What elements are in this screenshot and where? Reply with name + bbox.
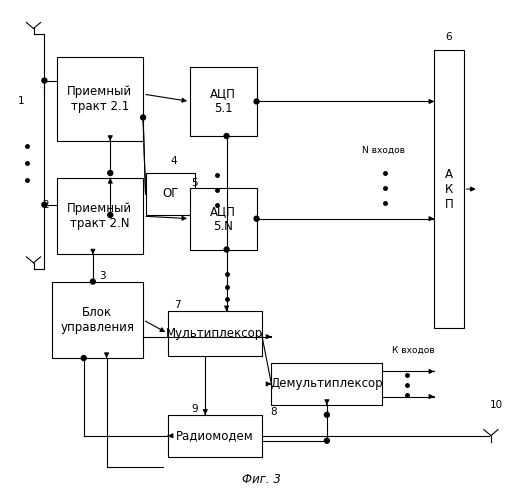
- Text: Приемный
тракт 2.N: Приемный тракт 2.N: [67, 202, 132, 230]
- FancyBboxPatch shape: [190, 188, 257, 250]
- Text: К входов: К входов: [392, 346, 435, 355]
- Text: 6: 6: [446, 32, 452, 42]
- Text: N входов: N входов: [361, 146, 405, 155]
- Text: 8: 8: [270, 407, 277, 417]
- Text: Приемный
тракт 2.1: Приемный тракт 2.1: [67, 85, 132, 113]
- FancyBboxPatch shape: [56, 57, 143, 141]
- Circle shape: [108, 213, 113, 218]
- Text: Фиг. 3: Фиг. 3: [242, 474, 281, 487]
- FancyBboxPatch shape: [168, 311, 262, 356]
- FancyBboxPatch shape: [56, 178, 143, 254]
- Text: 4: 4: [170, 156, 177, 166]
- Circle shape: [90, 279, 95, 284]
- Text: 3: 3: [99, 270, 106, 280]
- FancyBboxPatch shape: [52, 281, 143, 358]
- Text: Блок
управления: Блок управления: [61, 306, 134, 334]
- Circle shape: [324, 438, 329, 443]
- FancyBboxPatch shape: [145, 173, 195, 215]
- FancyBboxPatch shape: [271, 363, 382, 405]
- Circle shape: [224, 134, 229, 139]
- Circle shape: [108, 171, 113, 176]
- FancyBboxPatch shape: [168, 415, 262, 457]
- Circle shape: [81, 356, 86, 360]
- Text: 7: 7: [174, 300, 180, 310]
- Text: А
К
П: А К П: [445, 168, 453, 211]
- Circle shape: [254, 99, 259, 104]
- Circle shape: [141, 115, 145, 120]
- Text: ОГ: ОГ: [162, 188, 178, 201]
- Circle shape: [42, 202, 47, 207]
- Text: 9: 9: [191, 404, 198, 414]
- Text: 1: 1: [17, 96, 24, 106]
- Text: 2: 2: [43, 200, 49, 210]
- Text: АЦП
5.N: АЦП 5.N: [210, 205, 236, 233]
- Text: 5: 5: [191, 178, 198, 188]
- Circle shape: [254, 216, 259, 221]
- Circle shape: [324, 412, 329, 417]
- Circle shape: [42, 78, 47, 83]
- Text: Радиомодем: Радиомодем: [176, 429, 254, 442]
- Text: Мультиплексор: Мультиплексор: [166, 327, 263, 340]
- Text: Демультиплексор: Демультиплексор: [270, 377, 383, 390]
- FancyBboxPatch shape: [190, 67, 257, 136]
- FancyBboxPatch shape: [434, 50, 464, 328]
- Text: АЦП
5.1: АЦП 5.1: [210, 87, 236, 115]
- Circle shape: [224, 247, 229, 252]
- Text: 10: 10: [490, 400, 504, 410]
